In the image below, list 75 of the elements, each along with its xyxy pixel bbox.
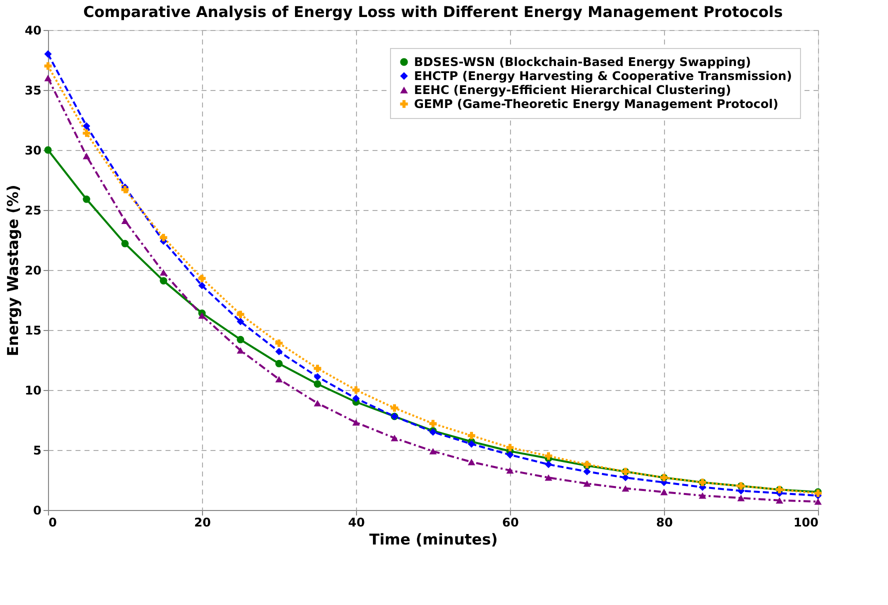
point bbox=[737, 494, 745, 502]
legend-label: BDSES-WSN (Blockchain-Based Energy Swapping) bbox=[414, 55, 752, 69]
point bbox=[198, 282, 206, 290]
y-tick-label: 10 bbox=[24, 384, 42, 398]
point bbox=[121, 240, 129, 248]
point bbox=[236, 318, 244, 326]
point bbox=[429, 420, 437, 428]
point bbox=[429, 448, 437, 454]
x-tick-label: 80 bbox=[656, 516, 673, 530]
point bbox=[776, 497, 784, 504]
point bbox=[468, 440, 476, 448]
point bbox=[236, 310, 244, 318]
x-tick-label: 20 bbox=[194, 516, 211, 530]
y-axis-title: Energy Wastage (%) bbox=[4, 184, 22, 356]
point bbox=[314, 380, 322, 388]
point bbox=[352, 419, 360, 426]
point bbox=[275, 348, 283, 356]
y-tick-label: 35 bbox=[24, 84, 42, 98]
point bbox=[583, 468, 591, 476]
point bbox=[198, 274, 206, 282]
point bbox=[506, 451, 514, 459]
point bbox=[622, 485, 630, 492]
chart-title: Comparative Analysis of Energy Loss with Different Energy Management Protocols bbox=[83, 3, 783, 21]
y-tick-label: 5 bbox=[33, 444, 42, 458]
point bbox=[121, 186, 129, 194]
point bbox=[275, 376, 283, 382]
x-tick-label: 100 bbox=[793, 516, 818, 530]
y-tick-label: 40 bbox=[24, 24, 42, 38]
x-tick-label: 60 bbox=[502, 516, 519, 530]
point bbox=[160, 269, 168, 276]
point bbox=[275, 360, 283, 368]
legend-label: GEMP (Game-Theoretic Energy Management Protocol) bbox=[414, 97, 778, 111]
point bbox=[44, 62, 52, 70]
point bbox=[82, 122, 90, 130]
point bbox=[390, 434, 398, 442]
x-tick-label: 0 bbox=[48, 516, 57, 530]
y-tick-label: 0 bbox=[33, 504, 42, 518]
point bbox=[660, 488, 668, 496]
point bbox=[44, 50, 52, 58]
point bbox=[160, 234, 168, 242]
point bbox=[352, 386, 360, 394]
point bbox=[390, 404, 398, 412]
point bbox=[506, 444, 514, 452]
y-tick-label: 30 bbox=[24, 144, 42, 158]
point bbox=[82, 152, 90, 160]
point bbox=[583, 480, 591, 487]
point bbox=[314, 364, 322, 372]
point bbox=[698, 492, 706, 499]
y-tick-label: 15 bbox=[24, 324, 42, 338]
legend-label: EEHC (Energy-Efficient Hierarchical Clustering) bbox=[414, 83, 732, 97]
x-tick-label: 40 bbox=[348, 516, 365, 530]
point bbox=[468, 432, 476, 440]
legend-label: EHCTP (Energy Harvesting & Cooperative Transmission) bbox=[414, 69, 792, 83]
point bbox=[236, 336, 244, 344]
point bbox=[352, 394, 360, 402]
point bbox=[468, 458, 476, 466]
x-axis-title: Time (minutes) bbox=[369, 530, 498, 548]
point bbox=[814, 498, 822, 505]
point bbox=[506, 467, 514, 474]
point bbox=[82, 129, 90, 137]
point bbox=[198, 312, 206, 319]
point bbox=[236, 347, 244, 354]
point bbox=[121, 218, 129, 224]
point bbox=[314, 373, 322, 381]
point bbox=[160, 277, 168, 284]
y-tick-label: 20 bbox=[24, 264, 42, 278]
point bbox=[44, 146, 52, 154]
point bbox=[314, 400, 322, 406]
point bbox=[44, 74, 52, 82]
point bbox=[275, 339, 283, 347]
point bbox=[544, 460, 552, 468]
point bbox=[544, 452, 552, 460]
y-tick-label: 25 bbox=[24, 204, 42, 218]
point bbox=[82, 196, 90, 203]
point bbox=[544, 474, 552, 481]
